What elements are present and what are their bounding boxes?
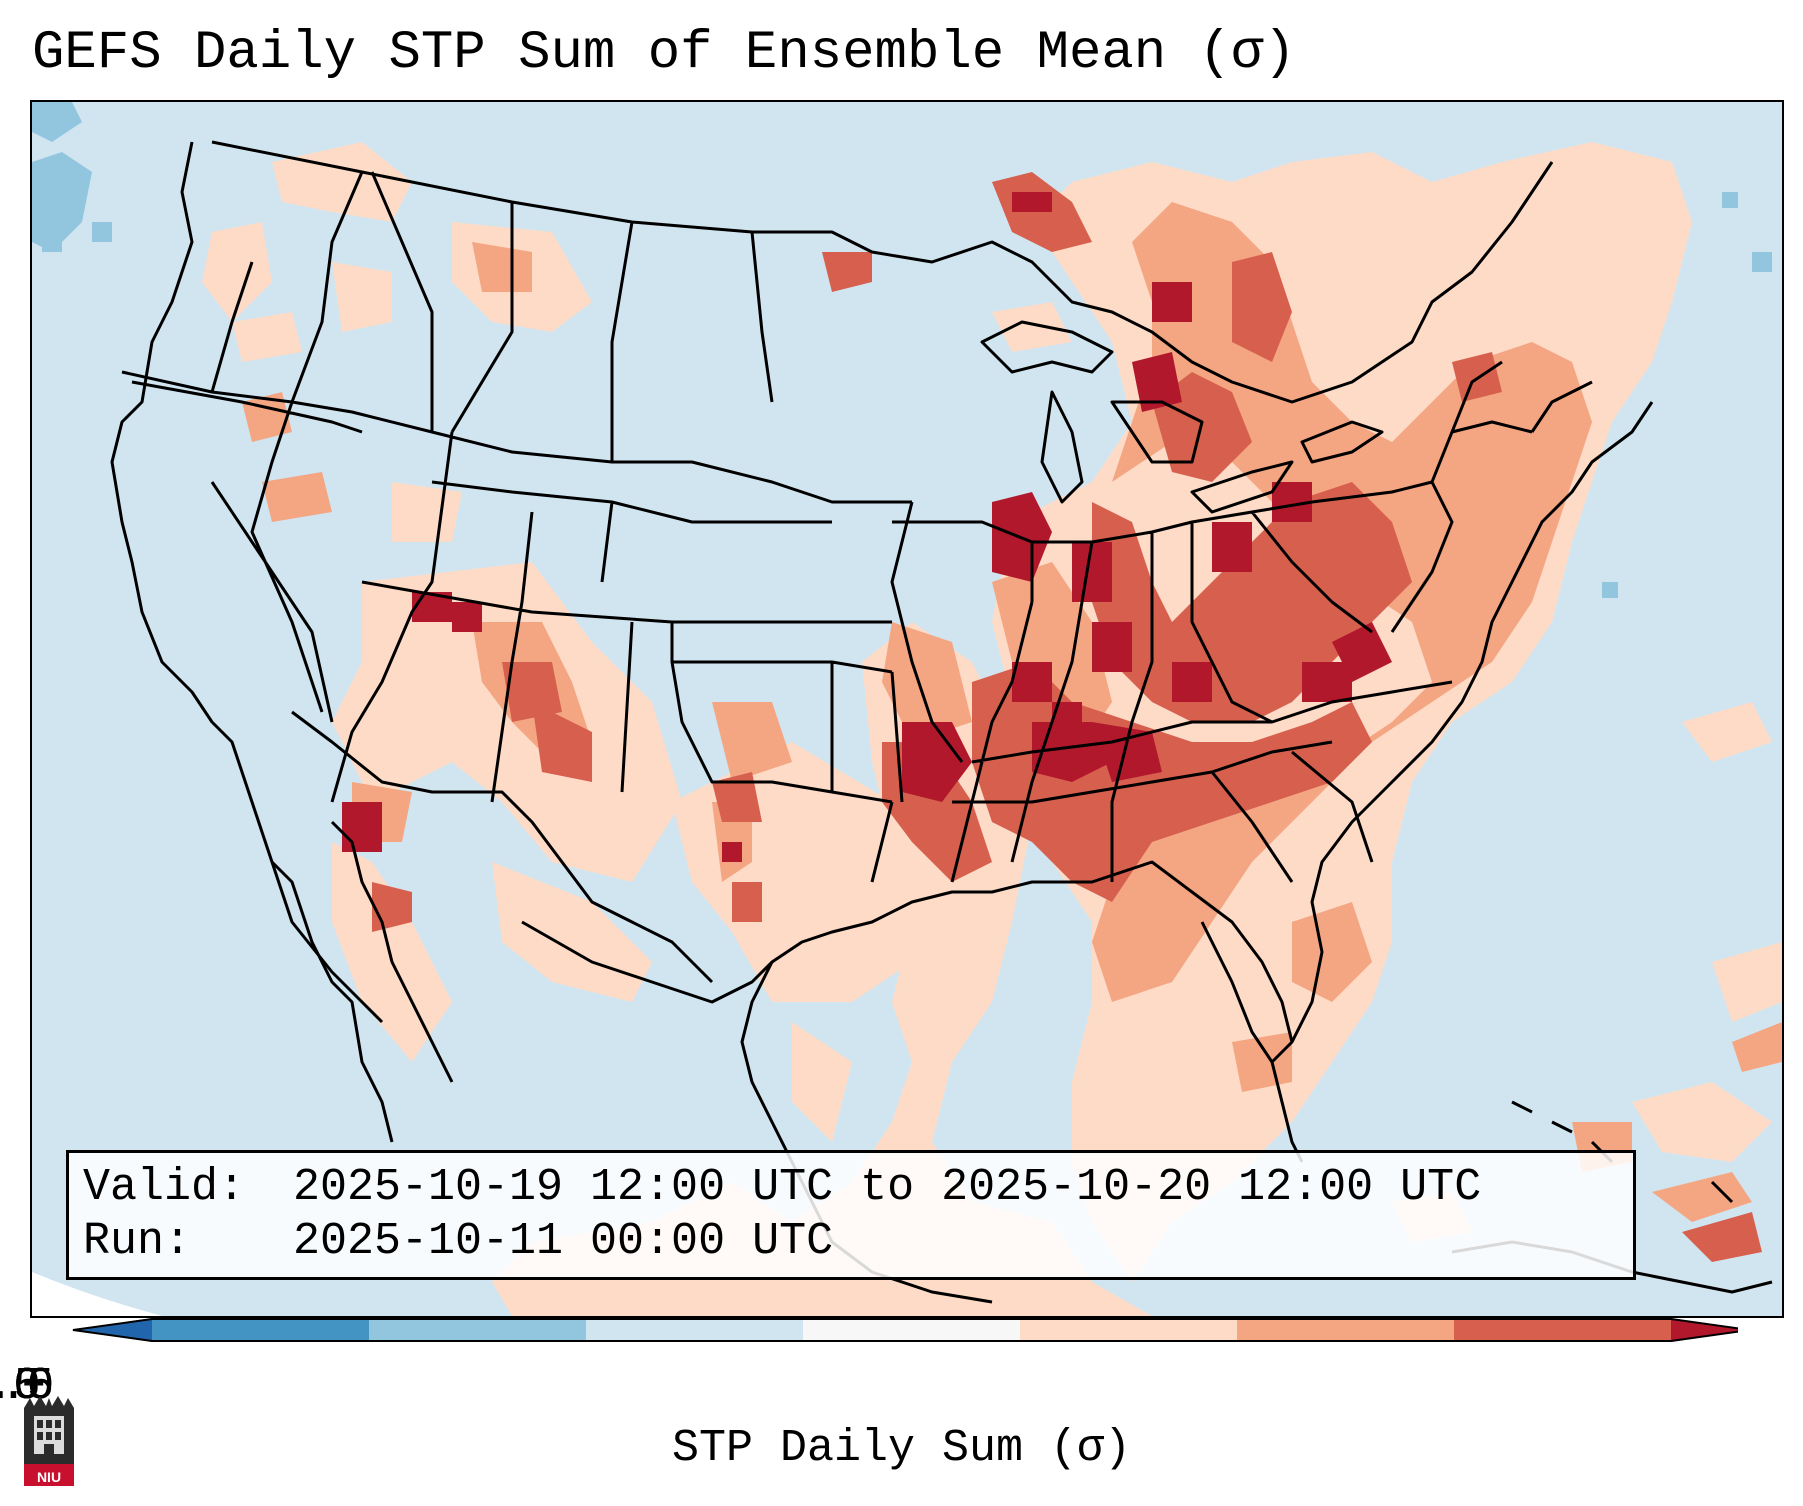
us-mexico-border <box>291 710 714 984</box>
logo-text: NIU <box>36 1469 62 1485</box>
state-lines <box>121 171 1593 883</box>
colorbar-segment <box>369 1318 586 1342</box>
pacific-coastline <box>110 141 384 1024</box>
run-value: 2025-10-11 00:00 UTC <box>293 1216 834 1267</box>
valid-line: Valid: 2025-10-19 12:00 UTC to 2025-10-20… <box>83 1161 1619 1215</box>
colorbar-tick-label: 2.0 <box>0 1361 41 1412</box>
colorbar-extend-high <box>1671 1318 1738 1342</box>
colorbar-segment <box>152 1318 369 1342</box>
stp-map <box>32 102 1782 1316</box>
colorbar-extend-low <box>72 1318 152 1342</box>
gulf-of-california <box>330 820 454 1083</box>
colorbar-segment <box>1020 1318 1237 1342</box>
colorbar <box>72 1318 1738 1342</box>
gulf-coastline <box>521 860 1294 1064</box>
colorbar-segment <box>1454 1318 1671 1342</box>
colorbar-tick-label: 1.0 <box>0 1361 41 1412</box>
colorbar-label: STP Daily Sum (σ) <box>671 1423 1132 1474</box>
run-line: Run: 2025-10-11 00:00 UTC <box>83 1215 1619 1269</box>
chart-title: GEFS Daily STP Sum of Ensemble Mean (σ) <box>32 23 1296 84</box>
canada-us-border <box>211 140 1554 404</box>
colorbar-segment <box>586 1318 803 1342</box>
great-lakes <box>980 320 1384 514</box>
baja-peninsula <box>270 860 394 1143</box>
run-label: Run: <box>83 1216 192 1267</box>
valid-value: 2025-10-19 12:00 UTC to 2025-10-20 12:00… <box>293 1162 1482 1213</box>
atlantic-coastline <box>1290 401 1654 1043</box>
colorbar-segment <box>1237 1318 1454 1342</box>
valid-label: Valid: <box>83 1162 246 1213</box>
niu-tower-logo-icon: NIU <box>20 1394 78 1486</box>
colorbar-segment <box>803 1318 1020 1342</box>
map-panel <box>30 100 1784 1318</box>
colorbar-tick-label: 0.0 <box>0 1361 41 1412</box>
outside-domain-area <box>32 1272 162 1316</box>
stp-anomaly-field <box>32 102 1782 1316</box>
colorbar-tick-label: 0.5 <box>0 1361 41 1412</box>
valid-run-info-box: Valid: 2025-10-19 12:00 UTC to 2025-10-20… <box>66 1150 1636 1280</box>
